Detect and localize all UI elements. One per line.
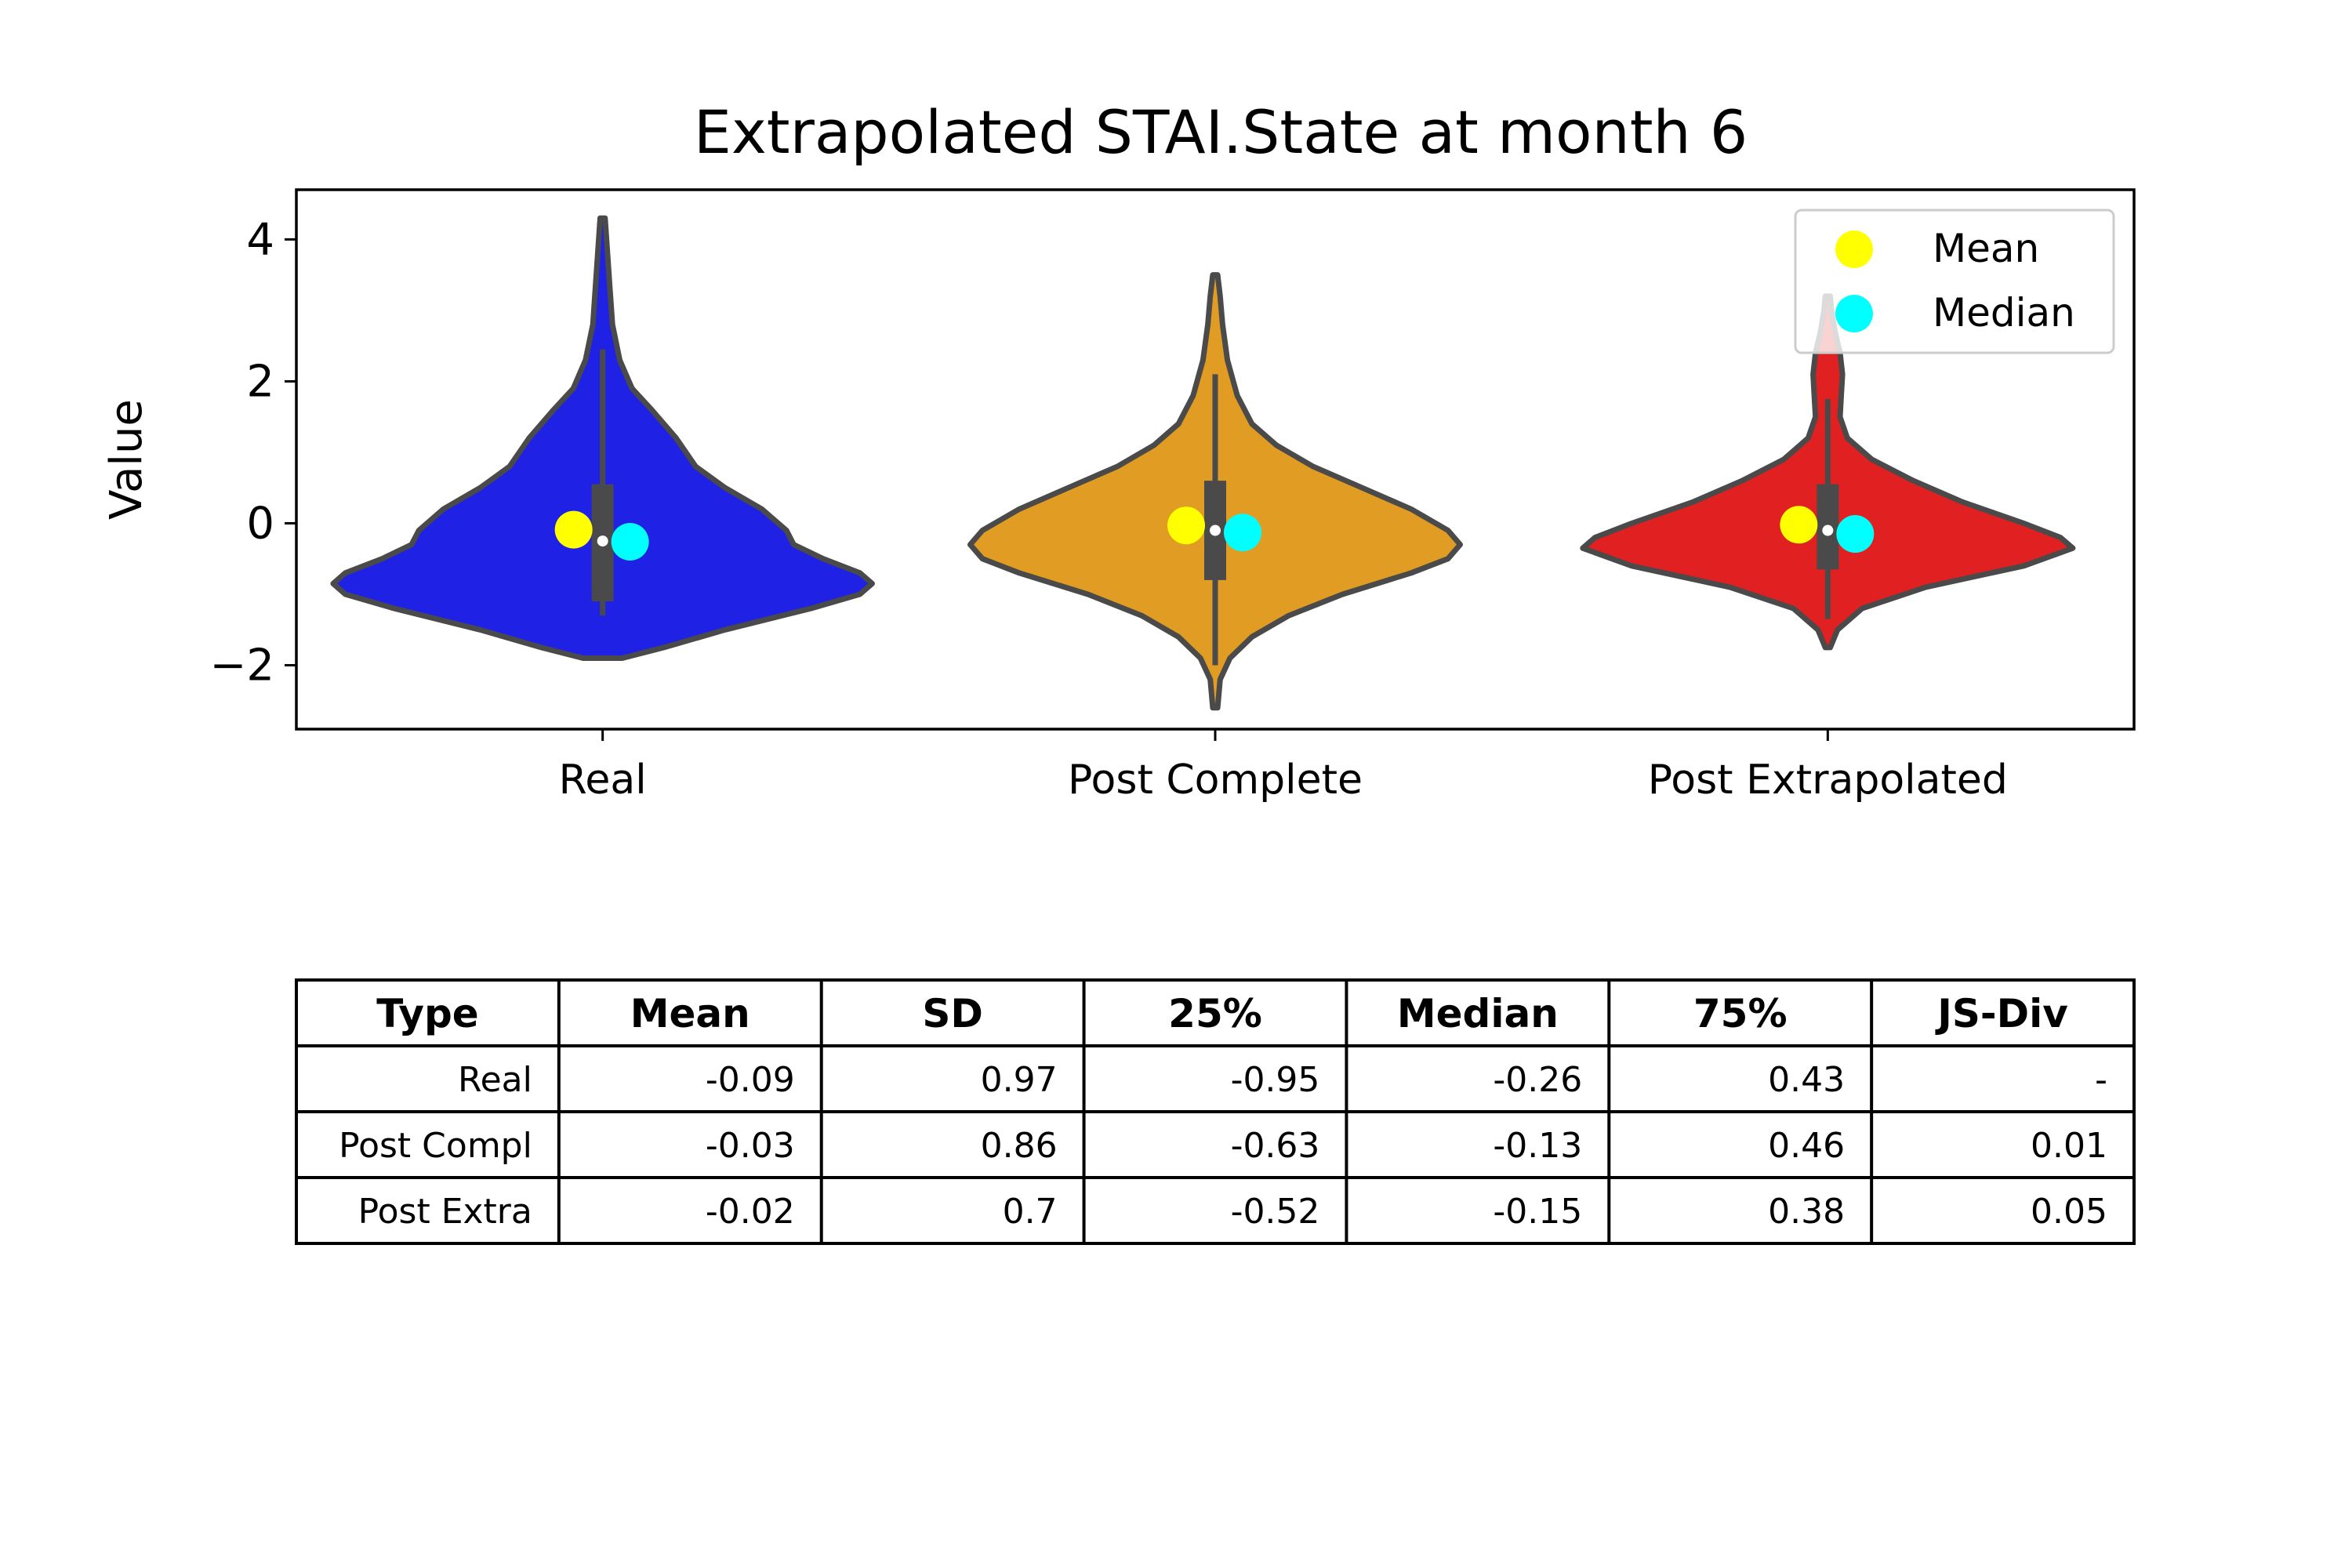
stats-table: Type Mean SD 25% Median 75% JS-Div Real -0.09 0.9…	[295, 978, 2136, 1245]
legend-median-marker	[1835, 295, 1873, 332]
table-cell: -0.63	[1231, 1126, 1320, 1166]
legend-box	[1794, 209, 2115, 354]
table-cell: 0.43	[1768, 1060, 1845, 1100]
violins-layer	[330, 215, 2076, 711]
table-header-cell: SD	[922, 991, 983, 1036]
table-cell: Post Compl	[339, 1126, 532, 1166]
median-marker	[1836, 515, 1875, 554]
table-cell: Real	[458, 1060, 532, 1100]
y-tick-label: −2	[209, 641, 274, 691]
x-tick-label: Post Extrapolated	[1648, 757, 2008, 804]
table-cell: -0.03	[706, 1126, 795, 1166]
table-header-cell: Mean	[630, 991, 750, 1036]
table-cell: Post Extra	[358, 1192, 532, 1232]
x-tick-label: Real	[559, 757, 647, 804]
y-axis-label: Value	[101, 399, 152, 520]
y-tick-label: 0	[246, 498, 274, 549]
table-cell: 0.38	[1768, 1192, 1845, 1232]
table-header-cell: Type	[376, 991, 478, 1036]
y-tick-label: 4	[246, 214, 274, 265]
table-cell: 0.01	[2031, 1126, 2107, 1166]
legend-mean-marker	[1835, 230, 1873, 268]
table-cell: 0.46	[1768, 1126, 1845, 1166]
y-axis: −2 0 2 4	[209, 214, 296, 691]
violin-median-dot	[1822, 524, 1834, 536]
legend-median-label: Median	[1933, 290, 2075, 336]
table-cell: 0.7	[1003, 1192, 1058, 1232]
legend-mean-label: Mean	[1933, 226, 2039, 271]
violin-median-dot	[597, 535, 608, 547]
mean-marker	[1780, 506, 1818, 544]
markers-layer	[554, 506, 1875, 561]
mean-marker	[554, 510, 593, 549]
x-axis: Real Post Complete Post Extrapolated	[559, 729, 2008, 804]
table-header-cell: 25%	[1168, 991, 1262, 1036]
table-cell: -0.02	[706, 1192, 795, 1232]
table-cell: -	[2095, 1060, 2107, 1100]
chart-title: Extrapolated STAI.State at month 6	[694, 97, 1748, 167]
table-cell: -0.15	[1493, 1192, 1582, 1232]
table-cell: 0.97	[981, 1060, 1058, 1100]
legend: Mean Median	[1794, 209, 2115, 354]
table-cell: -0.09	[706, 1060, 795, 1100]
table-cell: 0.05	[2031, 1192, 2107, 1232]
table-cell: -0.52	[1231, 1192, 1320, 1232]
table-cell: 0.86	[981, 1126, 1058, 1166]
table-cell: -0.26	[1493, 1060, 1582, 1100]
table-cell: -0.13	[1493, 1126, 1582, 1166]
y-tick-label: 2	[246, 356, 274, 407]
median-marker	[611, 523, 649, 561]
table-header-cell: 75%	[1693, 991, 1788, 1036]
table-cell: -0.95	[1231, 1060, 1320, 1100]
violin-median-dot	[1210, 524, 1221, 536]
mean-marker	[1167, 506, 1205, 545]
x-tick-label: Post Complete	[1068, 757, 1363, 804]
median-marker	[1224, 514, 1261, 552]
table-header-cell: JS-Div	[1935, 991, 2068, 1036]
table-header-cell: Median	[1397, 991, 1559, 1036]
